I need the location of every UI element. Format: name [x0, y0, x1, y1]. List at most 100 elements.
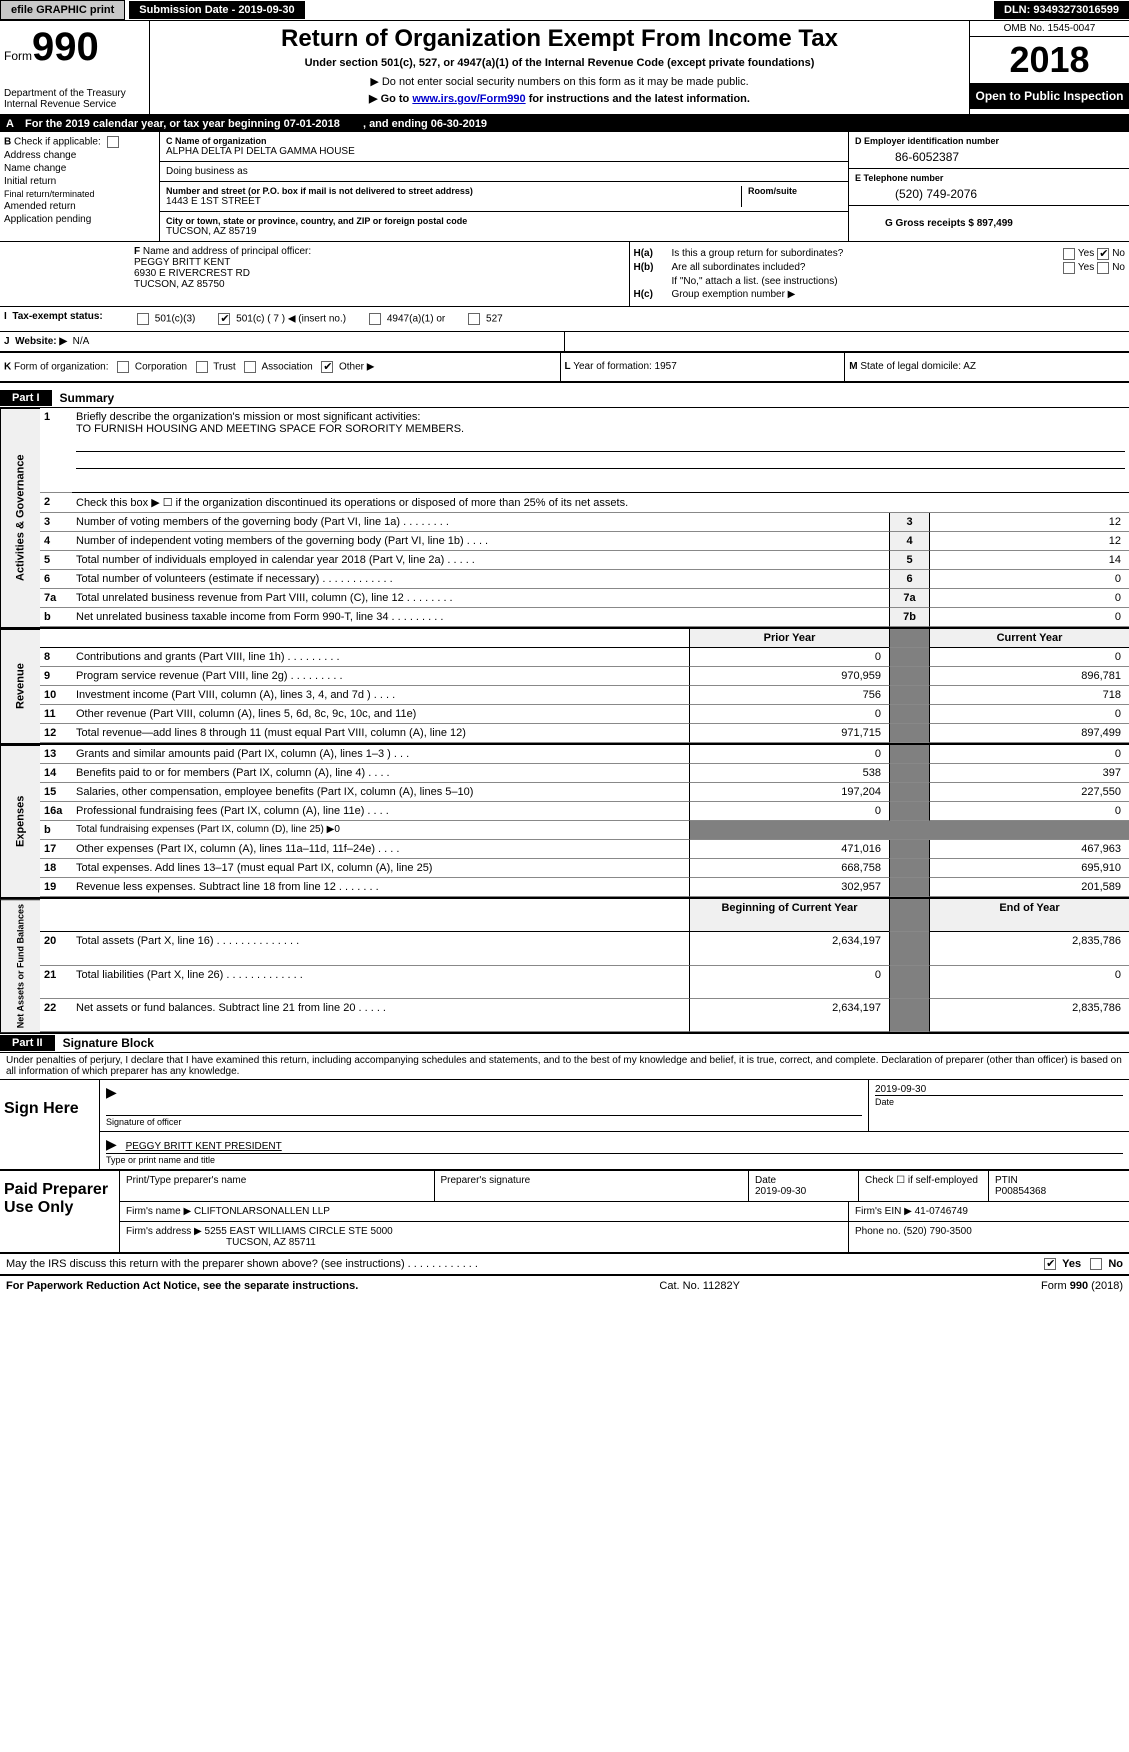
line12-curr: 897,499	[929, 724, 1129, 743]
phone-label: E Telephone number	[855, 173, 1123, 183]
line18-text: Total expenses. Add lines 13–17 (must eq…	[72, 859, 689, 878]
line16a-curr: 0	[929, 802, 1129, 821]
line4-val: 12	[929, 532, 1129, 551]
ein-label: D Employer identification number	[855, 136, 1123, 146]
officer-addr2: TUCSON, AZ 85750	[134, 279, 225, 290]
line15-prior: 197,204	[689, 783, 889, 802]
officer-name-title: PEGGY BRITT KENT PRESIDENT	[126, 1141, 282, 1152]
column-c: C Name of organization ALPHA DELTA PI DE…	[160, 132, 849, 241]
sig-officer-caption: Signature of officer	[106, 1115, 862, 1127]
line4-text: Number of independent voting members of …	[72, 532, 889, 551]
527-checkbox[interactable]	[468, 313, 480, 325]
paid-preparer-label: Paid Preparer Use Only	[0, 1171, 120, 1252]
line17-prior: 471,016	[689, 840, 889, 859]
line10-text: Investment income (Part VIII, column (A)…	[72, 686, 689, 705]
line7a-val: 0	[929, 589, 1129, 608]
room-label: Room/suite	[748, 186, 842, 196]
form-subtitle: Under section 501(c), 527, or 4947(a)(1)…	[158, 57, 961, 69]
amended-return-row: Amended return	[4, 201, 155, 212]
netassets-tab: Net Assets or Fund Balances	[0, 899, 40, 1032]
tax-year: 2018	[970, 37, 1129, 83]
line16a-prior: 0	[689, 802, 889, 821]
officer-label: Name and address of principal officer:	[143, 246, 311, 257]
line7b-val: 0	[929, 608, 1129, 627]
part-ii-header: Part II Signature Block	[0, 1034, 1129, 1053]
officer-addr1: 6930 E RIVERCREST RD	[134, 268, 250, 279]
line19-curr: 201,589	[929, 878, 1129, 897]
501c-checkbox[interactable]	[218, 313, 230, 325]
section-fh: F Name and address of principal officer:…	[0, 242, 1129, 307]
discuss-yes-checkbox[interactable]	[1044, 1258, 1056, 1270]
firm-phone: (520) 790-3500	[903, 1226, 971, 1237]
line6-text: Total number of volunteers (estimate if …	[72, 570, 889, 589]
revenue-tab: Revenue	[0, 629, 40, 743]
prior-year-header: Prior Year	[689, 629, 889, 648]
firm-ein: 41-0746749	[915, 1206, 968, 1217]
efile-button[interactable]: efile GRAPHIC print	[0, 0, 125, 20]
netassets-table: Net Assets or Fund Balances Beginning of…	[0, 897, 1129, 1034]
street-address: 1443 E 1ST STREET	[166, 196, 735, 207]
initial-return-row: Initial return	[4, 176, 155, 187]
officer-name: PEGGY BRITT KENT	[134, 257, 230, 268]
line5-val: 14	[929, 551, 1129, 570]
501c3-checkbox[interactable]	[137, 313, 149, 325]
ssn-warning: ▶ Do not enter social security numbers o…	[158, 75, 961, 88]
ein-value: 86-6052387	[855, 146, 1123, 164]
column-deg: D Employer identification number 86-6052…	[849, 132, 1129, 241]
firm-addr1: 5255 EAST WILLIAMS CIRCLE STE 5000	[205, 1226, 393, 1237]
website-row: J Website: ▶ N/A	[0, 332, 1129, 353]
line15-curr: 227,550	[929, 783, 1129, 802]
final-return-row: Final return/terminated	[4, 189, 155, 199]
line13-curr: 0	[929, 745, 1129, 764]
line22-curr: 2,835,786	[929, 999, 1129, 1032]
governance-tab: Activities & Governance	[0, 408, 40, 627]
print-name-label: Print/Type preparer's name	[120, 1171, 435, 1201]
line20-curr: 2,835,786	[929, 932, 1129, 965]
corp-checkbox[interactable]	[117, 361, 129, 373]
submission-date: Submission Date - 2019-09-30	[129, 1, 304, 19]
boy-header: Beginning of Current Year	[689, 899, 889, 932]
line12-prior: 971,715	[689, 724, 889, 743]
firm-name: CLIFTONLARSONALLEN LLP	[194, 1206, 330, 1217]
line8-prior: 0	[689, 648, 889, 667]
governance-table: Activities & Governance 1 Briefly descri…	[0, 408, 1129, 627]
row-a-tax-year: A For the 2019 calendar year, or tax yea…	[0, 116, 1129, 132]
state-domicile: State of legal domicile: AZ	[860, 361, 976, 372]
line14-text: Benefits paid to or for members (Part IX…	[72, 764, 689, 783]
part-i-header: Part I Summary	[0, 389, 1129, 408]
irs-link[interactable]: www.irs.gov/Form990	[412, 93, 525, 105]
line10-prior: 756	[689, 686, 889, 705]
ha-text: Is this a group return for subordinates?	[672, 248, 1060, 259]
org-name-label: C Name of organization	[166, 136, 842, 146]
discuss-row: May the IRS discuss this return with the…	[0, 1254, 1129, 1276]
discuss-text: May the IRS discuss this return with the…	[6, 1258, 1041, 1270]
hb-no-checkbox[interactable]	[1097, 262, 1109, 274]
other-checkbox[interactable]	[321, 361, 333, 373]
ha-no-checkbox[interactable]	[1097, 248, 1109, 260]
discuss-no-checkbox[interactable]	[1090, 1258, 1102, 1270]
line10-curr: 718	[929, 686, 1129, 705]
city-label: City or town, state or province, country…	[166, 216, 842, 226]
assoc-checkbox[interactable]	[244, 361, 256, 373]
form-number: 990	[32, 25, 99, 69]
trust-checkbox[interactable]	[196, 361, 208, 373]
tax-exempt-row: I Tax-exempt status: 501(c)(3) 501(c) ( …	[0, 307, 1129, 332]
4947-checkbox[interactable]	[369, 313, 381, 325]
line21-prior: 0	[689, 966, 889, 999]
line9-curr: 896,781	[929, 667, 1129, 686]
line2-text: Check this box ▶ ☐ if the organization d…	[72, 493, 1129, 513]
section-bcdeg: B Check if applicable: Address change Na…	[0, 132, 1129, 242]
form-prefix: Form	[4, 49, 32, 63]
line3-val: 12	[929, 513, 1129, 532]
ha-yes-checkbox[interactable]	[1063, 248, 1075, 260]
instructions-line: ▶ Go to www.irs.gov/Form990 for instruct…	[158, 92, 961, 105]
sign-here-block: Sign Here ▶ Signature of officer 2019-09…	[0, 1080, 1129, 1171]
hb-yes-checkbox[interactable]	[1063, 262, 1075, 274]
firm-addr2: TUCSON, AZ 85711	[126, 1237, 316, 1248]
line11-prior: 0	[689, 705, 889, 724]
applicable-checkbox[interactable]	[107, 136, 119, 148]
line18-prior: 668,758	[689, 859, 889, 878]
app-pending-row: Application pending	[4, 214, 155, 225]
column-b: B Check if applicable: Address change Na…	[0, 132, 160, 241]
street-label: Number and street (or P.O. box if mail i…	[166, 186, 735, 196]
